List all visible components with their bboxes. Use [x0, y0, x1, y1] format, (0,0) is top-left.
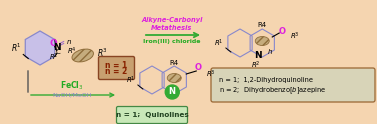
Text: R4: R4: [258, 22, 267, 28]
Text: n = 1: n = 1: [106, 61, 128, 69]
Text: n: n: [66, 38, 71, 45]
Text: C: C: [55, 49, 60, 56]
Text: R$^1$: R$^1$: [11, 42, 21, 54]
Text: R$^3$: R$^3$: [206, 68, 216, 80]
Text: R$^1$: R$^1$: [126, 74, 136, 86]
Circle shape: [165, 85, 179, 99]
Polygon shape: [25, 31, 55, 65]
Text: N: N: [169, 88, 176, 96]
Ellipse shape: [72, 49, 93, 62]
Text: R$^2$: R$^2$: [49, 52, 58, 63]
Text: h: h: [268, 49, 273, 55]
Text: N: N: [53, 43, 61, 52]
FancyBboxPatch shape: [98, 57, 135, 79]
Text: n = 1;  1,2-Dihydroquinoline: n = 1; 1,2-Dihydroquinoline: [219, 77, 313, 83]
Text: R$^3$: R$^3$: [290, 30, 300, 42]
Ellipse shape: [167, 74, 181, 82]
Text: O: O: [50, 39, 58, 48]
Text: NaOH/MeOH: NaOH/MeOH: [52, 93, 92, 97]
FancyBboxPatch shape: [211, 68, 375, 102]
Text: R$^4$: R$^4$: [67, 46, 77, 57]
Text: Alkyne-Carbonyl: Alkyne-Carbonyl: [141, 17, 203, 23]
Text: Iron(III) chloride: Iron(III) chloride: [143, 40, 201, 45]
Text: R4: R4: [170, 60, 179, 66]
Text: FeCl$_3$: FeCl$_3$: [60, 80, 84, 92]
Text: Metathesis: Metathesis: [151, 25, 193, 31]
Text: O: O: [279, 27, 286, 35]
Text: n = 2: n = 2: [106, 67, 128, 77]
Text: R$^3$: R$^3$: [97, 46, 107, 59]
Text: n = 2;  Dihydrobenzo[$b$]azepine: n = 2; Dihydrobenzo[$b$]azepine: [219, 86, 326, 96]
Text: N: N: [254, 50, 262, 60]
FancyBboxPatch shape: [116, 107, 187, 124]
Ellipse shape: [255, 36, 269, 46]
Text: n = 1;  Quinolines: n = 1; Quinolines: [116, 112, 188, 118]
Text: R$^2$: R$^2$: [251, 59, 261, 71]
Text: R$^1$: R$^1$: [215, 37, 224, 49]
Text: O: O: [195, 63, 202, 73]
